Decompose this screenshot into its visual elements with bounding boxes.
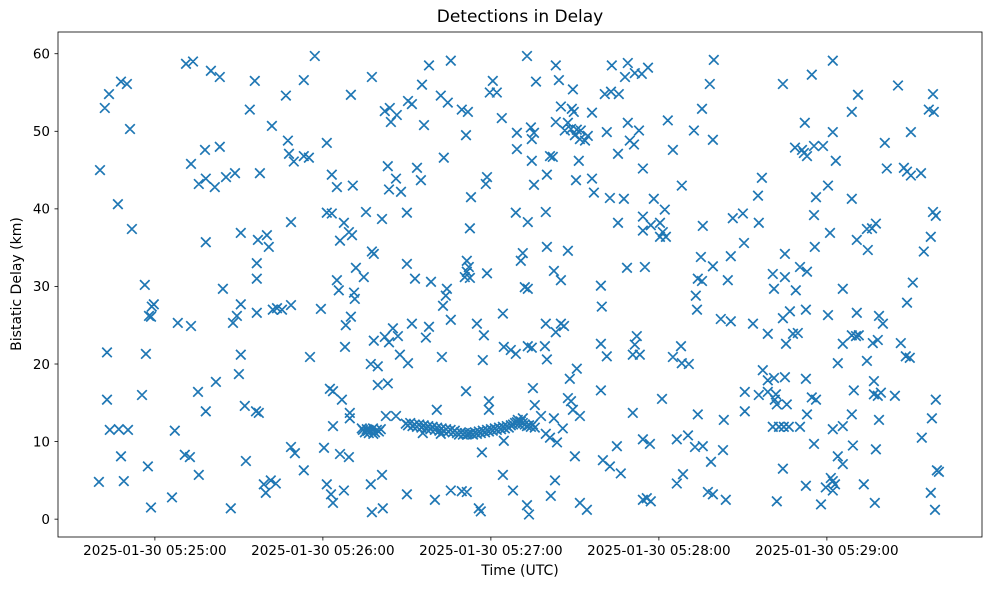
x-tick-label: 2025-01-30 05:28:00 — [587, 543, 730, 559]
y-axis-label: Bistatic Delay (km) — [9, 217, 25, 351]
x-tick-label: 2025-01-30 05:25:00 — [83, 543, 226, 559]
chart-title: Detections in Delay — [436, 7, 604, 27]
y-tick-label: 20 — [33, 357, 50, 373]
scatter-points — [93, 50, 945, 520]
x-tick-label: 2025-01-30 05:29:00 — [755, 543, 898, 559]
y-tick-label: 10 — [33, 434, 50, 450]
y-tick-label: 40 — [33, 202, 50, 218]
x-axis-label: Time (UTC) — [481, 563, 559, 579]
y-tick-label: 60 — [33, 47, 50, 63]
y-tick-label: 50 — [33, 124, 50, 140]
x-tick-label: 2025-01-30 05:27:00 — [419, 543, 562, 559]
x-tick-label: 2025-01-30 05:26:00 — [251, 543, 394, 559]
y-tick-label: 0 — [41, 512, 50, 528]
plot-frame — [57, 31, 983, 538]
y-tick-label: 30 — [33, 279, 50, 295]
